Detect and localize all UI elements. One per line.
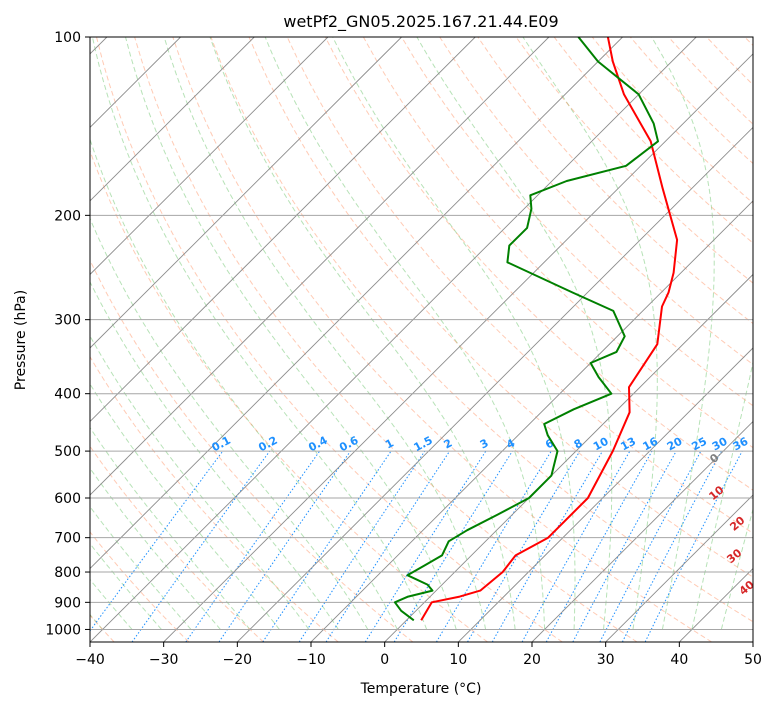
y-tick-label: 100 <box>54 30 81 46</box>
dry-adiabat-line <box>90 531 190 642</box>
x-tick-label: 50 <box>744 652 762 668</box>
moist-adiabat-line <box>651 37 715 630</box>
moist-adiabat-line <box>720 507 753 630</box>
mixing-ratio-line <box>599 450 702 642</box>
isotherm-line <box>90 37 402 349</box>
dry-adiabat-line <box>90 355 339 642</box>
isotherm-line <box>752 641 753 642</box>
y-tick-label: 1000 <box>45 622 81 638</box>
x-tick-label: −20 <box>223 652 253 668</box>
moist-adiabat-line <box>91 37 428 630</box>
x-tick-label: 20 <box>523 652 541 668</box>
y-tick-label: 700 <box>54 531 81 547</box>
mixing-ratio-line <box>435 450 552 642</box>
mixing-ratio-label: 30 <box>710 435 730 454</box>
isotherm-line <box>90 37 550 496</box>
dry-adiabat-line <box>248 37 753 578</box>
y-tick-label: 200 <box>54 208 81 224</box>
moist-adiabat-line <box>264 37 546 630</box>
mixing-ratio-label: 13 <box>618 435 638 454</box>
mixing-ratio-label: 20 <box>665 435 685 454</box>
mixing-ratio-line <box>364 450 487 642</box>
isotherm-line <box>90 37 697 642</box>
isotherm-line <box>605 494 753 642</box>
dewpoint-profile <box>393 37 659 622</box>
y-tick-label: 600 <box>54 491 81 507</box>
mixing-ratio-line <box>218 450 351 642</box>
mixing-ratio-line <box>185 450 321 642</box>
dry-adiabat-line <box>324 37 753 491</box>
y-axis-label: Pressure (hPa) <box>13 290 29 390</box>
isotherm-line <box>90 37 329 276</box>
dry-adiabat-line <box>515 37 753 284</box>
isotherm-line <box>90 37 476 423</box>
isotherm-line <box>163 53 753 642</box>
plot-background <box>90 37 753 642</box>
moist-adiabat-line <box>691 359 753 630</box>
moist-adiabat-line <box>163 37 487 630</box>
mixing-ratio-line <box>298 450 426 642</box>
y-tick-label: 800 <box>54 565 81 581</box>
mixing-ratio-line <box>545 450 653 642</box>
dry-adiabat-line <box>96 37 563 642</box>
mixing-ratio-label: 10 <box>591 435 611 454</box>
y-tick-label: 900 <box>54 595 81 611</box>
temperature-profile <box>420 37 679 621</box>
moist-adiabat-line <box>209 37 516 630</box>
mixing-ratio-line <box>393 450 513 642</box>
mixing-ratio-line <box>131 450 271 642</box>
mixing-ratio-line <box>90 450 224 632</box>
chart-title: wetPf2_GN05.2025.167.21.44.E09 <box>283 12 558 32</box>
mixing-ratio-line <box>644 450 743 642</box>
moist-adiabat-line <box>416 37 613 630</box>
moist-adiabat-line <box>332 37 576 630</box>
mixing-ratio-line <box>325 450 451 642</box>
dry-adiabat-line <box>401 37 753 407</box>
mixing-ratio-label: 36 <box>731 435 751 454</box>
dry-adiabat-line <box>90 445 264 642</box>
moist-adiabat-line <box>90 138 398 630</box>
mixing-ratio-line <box>572 450 677 642</box>
dry-adiabat-line <box>134 37 638 642</box>
x-tick-label: −40 <box>75 652 105 668</box>
isotherm-line <box>384 273 753 642</box>
isotherm-line <box>458 347 753 642</box>
mixing-ratio-line <box>521 450 631 642</box>
plot-frame <box>89 36 754 643</box>
dry-adiabat-line <box>210 37 753 623</box>
y-tick-label: 400 <box>54 387 81 403</box>
isotherm-line <box>90 37 623 570</box>
moist-adiabat-line <box>522 37 658 630</box>
isotherm-line <box>310 200 753 642</box>
x-axis-label: Temperature (°C) <box>360 681 482 697</box>
moist-adiabat-line <box>90 217 369 630</box>
moist-adiabat-line <box>125 37 457 630</box>
mixing-ratio-label: 25 <box>689 435 709 454</box>
y-tick-label: 300 <box>54 313 81 329</box>
x-tick-label: 10 <box>449 652 467 668</box>
isotherm-line <box>237 126 753 642</box>
dry-adiabat-line <box>90 149 488 642</box>
x-tick-label: 30 <box>597 652 615 668</box>
isotherm-line <box>90 37 255 202</box>
x-tick-label: −30 <box>149 652 179 668</box>
x-tick-label: −10 <box>296 652 326 668</box>
moist-adiabat-line <box>90 280 339 630</box>
mixing-ratio-line <box>621 450 722 642</box>
x-tick-label: 0 <box>380 652 389 668</box>
x-tick-label: 40 <box>670 652 688 668</box>
y-tick-label: 500 <box>54 444 81 460</box>
isotherm-line <box>531 420 753 642</box>
mixing-ratio-line <box>262 450 392 642</box>
dry-adiabat-line <box>439 37 753 366</box>
dry-adiabat-line <box>172 37 712 642</box>
mixing-ratio-label: 16 <box>641 435 661 454</box>
moist-adiabat-line <box>90 335 310 630</box>
